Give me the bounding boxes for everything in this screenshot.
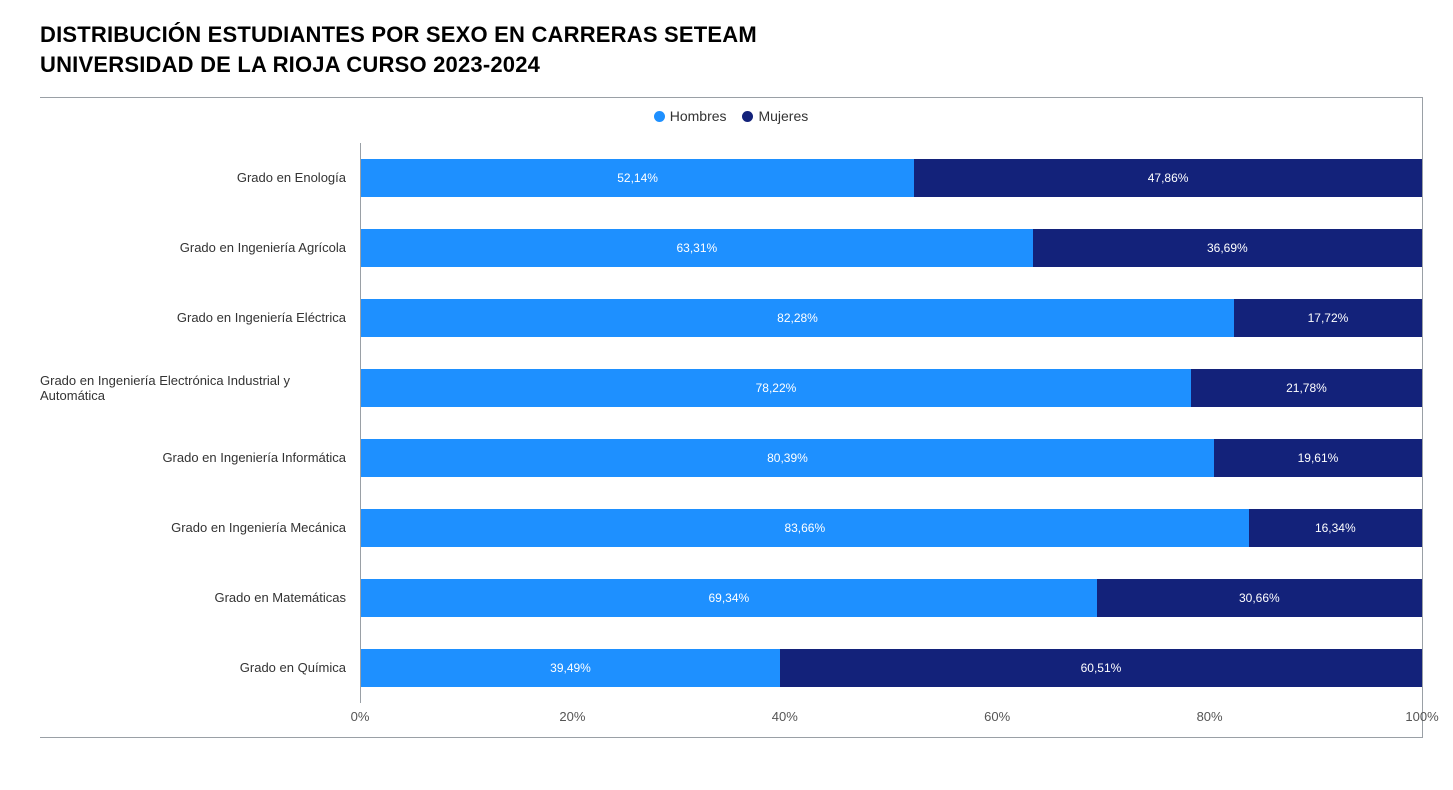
bar-segment: 47,86%	[914, 159, 1422, 197]
stacked-bar: 52,14%47,86%	[361, 159, 1422, 197]
x-axis-tick: 20%	[559, 709, 585, 724]
bar-row: 63,31%36,69%	[361, 213, 1422, 283]
y-axis-label: Grado en Ingeniería Agrícola	[40, 213, 360, 283]
stacked-bar: 69,34%30,66%	[361, 579, 1422, 617]
x-axis: 0%20%40%60%80%100%	[360, 707, 1422, 731]
legend-dot-mujeres	[742, 111, 753, 122]
stacked-bar: 80,39%19,61%	[361, 439, 1422, 477]
y-axis-label: Grado en Matemáticas	[40, 563, 360, 633]
bar-segment: 82,28%	[361, 299, 1234, 337]
title-line-2: UNIVERSIDAD DE LA RIOJA CURSO 2023-2024	[40, 52, 540, 77]
legend-label-hombres: Hombres	[670, 108, 727, 124]
y-axis-label: Grado en Ingeniería Mecánica	[40, 493, 360, 563]
bar-segment: 21,78%	[1191, 369, 1422, 407]
bar-segment: 19,61%	[1214, 439, 1422, 477]
bars-area: 52,14%47,86% 63,31%36,69% 82,28%17,72% 78,2…	[360, 143, 1422, 703]
bar-segment: 80,39%	[361, 439, 1214, 477]
stacked-bar: 82,28%17,72%	[361, 299, 1422, 337]
bar-row: 52,14%47,86%	[361, 143, 1422, 213]
bar-row: 69,34%30,66%	[361, 563, 1422, 633]
stacked-bar: 63,31%36,69%	[361, 229, 1422, 267]
title-line-1: DISTRIBUCIÓN ESTUDIANTES POR SEXO EN CAR…	[40, 22, 757, 47]
bar-segment: 60,51%	[780, 649, 1422, 687]
plot-area: Grado en EnologíaGrado en Ingeniería Agr…	[40, 143, 1422, 703]
bar-segment: 17,72%	[1234, 299, 1422, 337]
bar-row: 78,22%21,78%	[361, 353, 1422, 423]
y-axis-label: Grado en Enología	[40, 143, 360, 213]
bar-segment: 83,66%	[361, 509, 1249, 547]
x-axis-tick: 80%	[1197, 709, 1223, 724]
x-axis-tick: 40%	[772, 709, 798, 724]
bar-row: 80,39%19,61%	[361, 423, 1422, 493]
bar-segment: 36,69%	[1033, 229, 1422, 267]
legend: Hombres Mujeres	[40, 108, 1422, 125]
bar-segment: 63,31%	[361, 229, 1033, 267]
chart-container: Hombres Mujeres Grado en EnologíaGrado e…	[40, 97, 1423, 738]
bar-row: 82,28%17,72%	[361, 283, 1422, 353]
bar-segment: 30,66%	[1097, 579, 1422, 617]
bar-segment: 39,49%	[361, 649, 780, 687]
stacked-bar: 78,22%21,78%	[361, 369, 1422, 407]
stacked-bar: 83,66%16,34%	[361, 509, 1422, 547]
x-axis-tick: 100%	[1405, 709, 1438, 724]
y-axis-label: Grado en Ingeniería Electrónica Industri…	[40, 353, 360, 423]
bar-segment: 52,14%	[361, 159, 914, 197]
x-axis-tick: 0%	[351, 709, 370, 724]
legend-label-mujeres: Mujeres	[758, 108, 808, 124]
y-axis-label: Grado en Química	[40, 633, 360, 703]
bar-segment: 16,34%	[1249, 509, 1422, 547]
page-title: DISTRIBUCIÓN ESTUDIANTES POR SEXO EN CAR…	[40, 20, 1423, 79]
legend-item-mujeres: Mujeres	[742, 108, 808, 124]
y-axis-label: Grado en Ingeniería Eléctrica	[40, 283, 360, 353]
legend-dot-hombres	[654, 111, 665, 122]
y-axis-labels: Grado en EnologíaGrado en Ingeniería Agr…	[40, 143, 360, 703]
bar-row: 39,49%60,51%	[361, 633, 1422, 703]
stacked-bar: 39,49%60,51%	[361, 649, 1422, 687]
y-axis-label: Grado en Ingeniería Informática	[40, 423, 360, 493]
bar-segment: 78,22%	[361, 369, 1191, 407]
x-axis-tick: 60%	[984, 709, 1010, 724]
page: DISTRIBUCIÓN ESTUDIANTES POR SEXO EN CAR…	[0, 0, 1453, 768]
bar-segment: 69,34%	[361, 579, 1097, 617]
bar-row: 83,66%16,34%	[361, 493, 1422, 563]
legend-item-hombres: Hombres	[654, 108, 727, 124]
